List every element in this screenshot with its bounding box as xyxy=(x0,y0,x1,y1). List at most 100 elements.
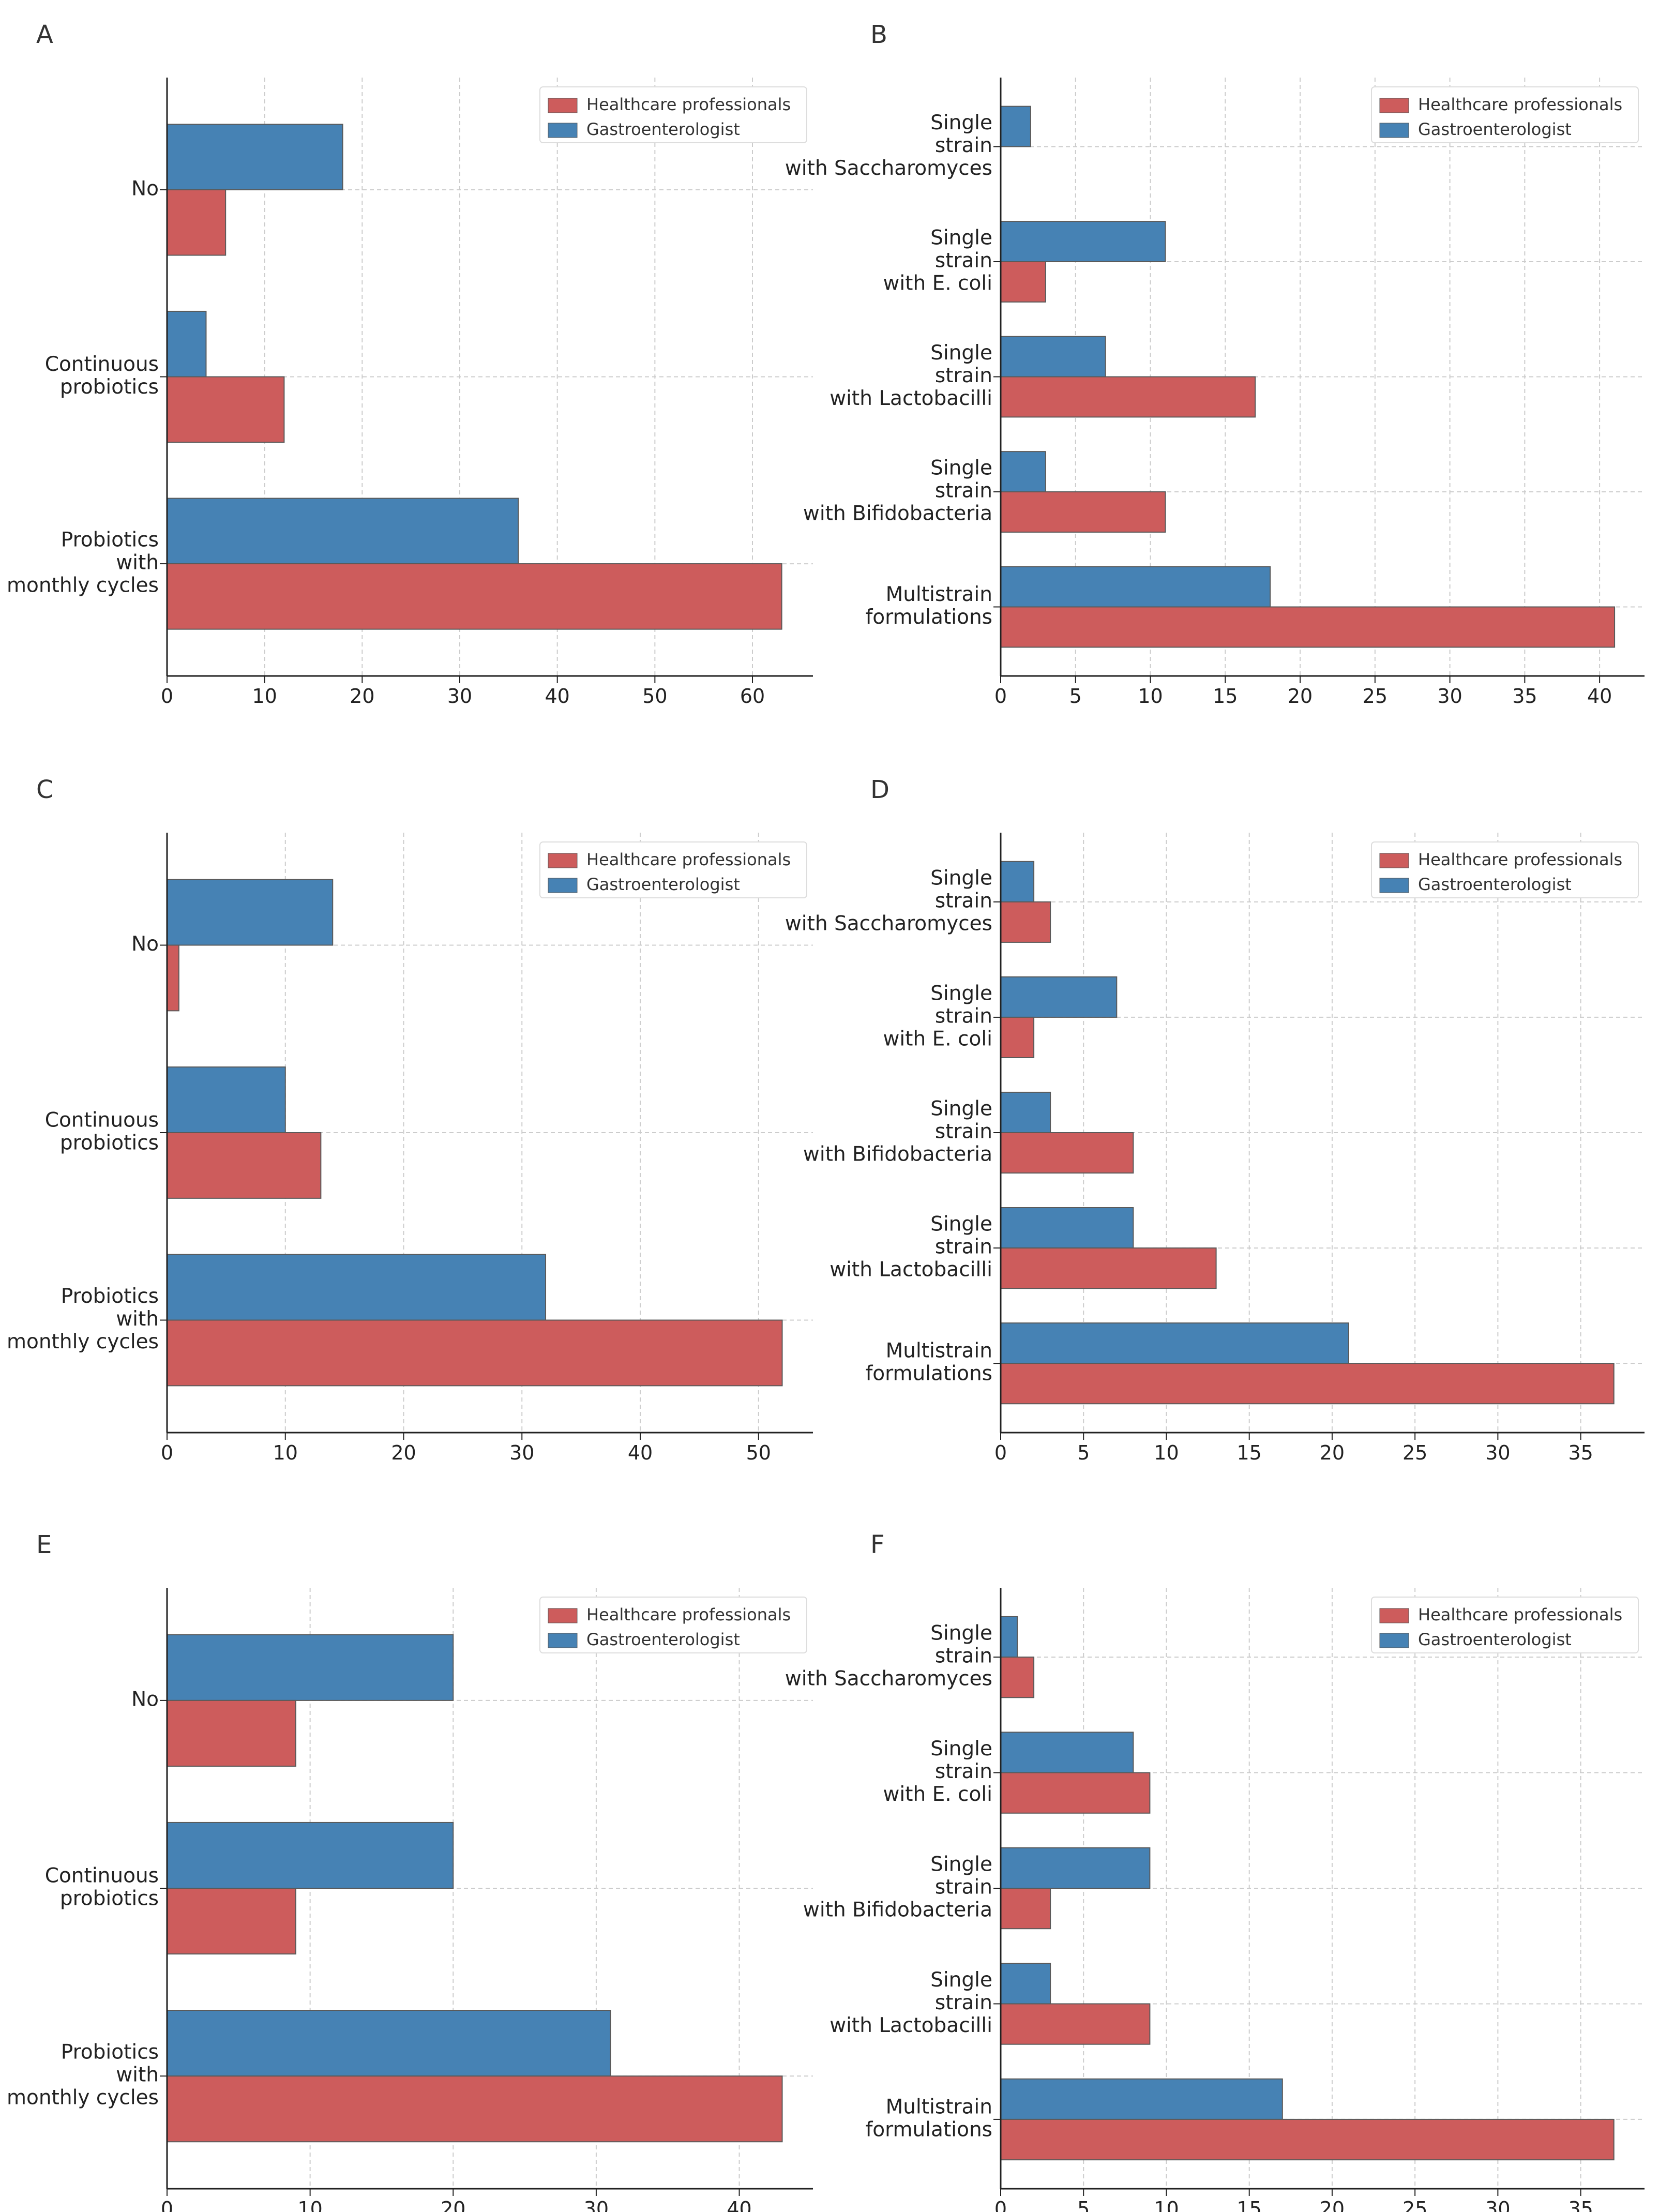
panel-a-legend-swatch xyxy=(548,123,578,138)
panel-c-legend-swatch xyxy=(548,878,578,893)
panel-a-bar-hcp xyxy=(167,563,782,630)
panel-e-letter: E xyxy=(36,1530,52,1559)
panel-a-xtick-label: 40 xyxy=(545,685,570,708)
panel-f-bar-gastro xyxy=(1000,1847,1151,1889)
panel-b-bar-hcp xyxy=(1000,261,1046,303)
panel-b-xtick-label: 35 xyxy=(1512,685,1537,708)
panel-f-legend-box xyxy=(1371,1597,1639,1653)
panel-e-xtick-label: 10 xyxy=(297,2198,322,2212)
panel-a-bar-gastro xyxy=(167,498,519,565)
panel-c-xtick-label: 50 xyxy=(746,1441,771,1464)
panel-d-category-label: strain xyxy=(935,1236,992,1259)
panel-e-bar-gastro xyxy=(167,1822,454,1889)
panel-d-xtick-label: 35 xyxy=(1568,1441,1593,1464)
panel-c-xtick-label: 30 xyxy=(509,1441,534,1464)
panel-e-bar-hcp xyxy=(167,1699,296,1767)
panel-a-xtick-label: 50 xyxy=(642,685,667,708)
panel-b-legend-label: Healthcare professionals xyxy=(1418,95,1622,114)
panel-b-xtick-label: 30 xyxy=(1437,685,1462,708)
panel-a-category-label: No xyxy=(131,177,159,200)
panel-d-legend-box xyxy=(1371,841,1639,898)
panel-a-xtick-label: 60 xyxy=(740,685,765,708)
panel-c-legend-label: Gastroenterologist xyxy=(586,875,740,894)
panel-b-xtick-label: 40 xyxy=(1587,685,1612,708)
panel-d-category-label: with Lactobacilli xyxy=(830,1258,992,1282)
panel-b-bar-hcp xyxy=(1000,606,1616,648)
panel-a-category-label: probiotics xyxy=(60,375,159,399)
panel-b-category-label: strain xyxy=(935,479,992,503)
panel-a-category-label: with xyxy=(116,551,159,575)
panel-b-category-label: Single xyxy=(930,341,992,365)
panel-e-bar-hcp xyxy=(167,2075,783,2143)
panel-c-category-label: Continuous xyxy=(45,1109,159,1132)
panel-d-bar-hcp xyxy=(1000,1247,1217,1289)
panel-f-xtick-label: 30 xyxy=(1485,2198,1510,2212)
panel-e-legend-label: Gastroenterologist xyxy=(586,1630,740,1649)
panel-c-category-label: probiotics xyxy=(60,1132,159,1155)
panel-b-xtick-label: 20 xyxy=(1288,685,1313,708)
panel-b-category-label: Single xyxy=(930,457,992,480)
panel-f-category-label: with Bifidobacteria xyxy=(803,1899,992,1922)
panel-e-bar-gastro xyxy=(167,1634,454,1701)
panel-c-category-label: No xyxy=(131,932,159,956)
panel-a-bar-gastro xyxy=(167,124,343,190)
panel-f-category-label: Multistrain xyxy=(886,2095,992,2118)
panel-f-category-label: Single xyxy=(930,1853,992,1876)
panel-d-legend: Healthcare professionals Gastroenterologi… xyxy=(1371,841,1639,898)
panel-b-category-label: with Bifidobacteria xyxy=(803,502,992,525)
panel-b-legend-swatch xyxy=(1379,98,1409,113)
panel-e-category-label: probiotics xyxy=(60,1887,159,1910)
panel-c-xtick-label: 0 xyxy=(161,1441,173,1464)
panel-b-bar-gastro xyxy=(1000,106,1031,147)
panel-c-legend-swatch xyxy=(548,853,578,868)
panel-f-category-label: formulations xyxy=(866,2118,992,2141)
panel-e-xtick-label: 40 xyxy=(727,2198,751,2212)
panel-b-xtick-label: 10 xyxy=(1138,685,1163,708)
panel-e-xtick-label: 20 xyxy=(441,2198,465,2212)
panel-d-bar-gastro xyxy=(1000,1091,1051,1134)
panel-f-category-label: strain xyxy=(935,1645,992,1668)
panel-a-bar-hcp xyxy=(167,189,227,256)
panel-e-category-label: Continuous xyxy=(45,1864,159,1888)
panel-f-xtick-label: 15 xyxy=(1237,2198,1262,2212)
panel-d-bar-hcp xyxy=(1000,1016,1035,1059)
panel-c-category-label: Probiotics xyxy=(61,1285,159,1308)
panel-f-xtick-label: 35 xyxy=(1568,2198,1593,2212)
panel-a-xtick-label: 30 xyxy=(447,685,472,708)
panel-f-category-label: with Lactobacilli xyxy=(830,2014,992,2037)
panel-f-category-label: Single xyxy=(930,1622,992,1645)
panel-f-legend: Healthcare professionals Gastroenterologi… xyxy=(1371,1597,1639,1653)
panel-f-legend-swatch xyxy=(1379,1633,1409,1648)
panel-a-category-label: Continuous xyxy=(45,353,159,376)
panel-b-category-label: strain xyxy=(935,364,992,387)
panel-d-category-label: Single xyxy=(930,1213,992,1236)
panel-d-category-label: strain xyxy=(935,1120,992,1143)
panel-e-bar-gastro xyxy=(167,2010,611,2077)
panel-a-category-label: monthly cycles xyxy=(7,574,159,597)
panel-c-legend: Healthcare professionals Gastroenterologi… xyxy=(539,841,807,898)
panel-f-letter: F xyxy=(870,1530,885,1559)
panel-d-bar-hcp xyxy=(1000,1363,1615,1405)
panel-b-xtick-label: 0 xyxy=(994,685,1007,708)
panel-b-legend-box xyxy=(1371,86,1639,143)
panel-f-bar-gastro xyxy=(1000,1732,1134,1773)
panel-b-bar-gastro xyxy=(1000,566,1271,608)
panel-a-legend-box xyxy=(539,86,807,143)
panel-e-xtick-label: 30 xyxy=(584,2198,609,2212)
panel-e-category-label: Probiotics xyxy=(61,2041,159,2064)
panel-b-category-label: with Saccharomyces xyxy=(785,157,992,180)
panel-d-xtick-label: 15 xyxy=(1237,1441,1262,1464)
panel-d-category-label: strain xyxy=(935,889,992,912)
panel-d-xtick-label: 30 xyxy=(1485,1441,1510,1464)
panel-b-bar-gastro xyxy=(1000,336,1106,378)
panel-e-category-label: No xyxy=(131,1688,159,1711)
panel-c-bar-hcp xyxy=(167,944,179,1012)
panel-e-legend: Healthcare professionals Gastroenterologi… xyxy=(539,1597,807,1653)
panel-d-category-label: strain xyxy=(935,1004,992,1028)
panel-f-category-label: Single xyxy=(930,1968,992,1992)
panel-a-letter: A xyxy=(36,20,53,49)
panel-f-category-label: with Saccharomyces xyxy=(785,1667,992,1691)
panel-a-legend-swatch xyxy=(548,98,578,113)
panel-d-category-label: Single xyxy=(930,866,992,890)
